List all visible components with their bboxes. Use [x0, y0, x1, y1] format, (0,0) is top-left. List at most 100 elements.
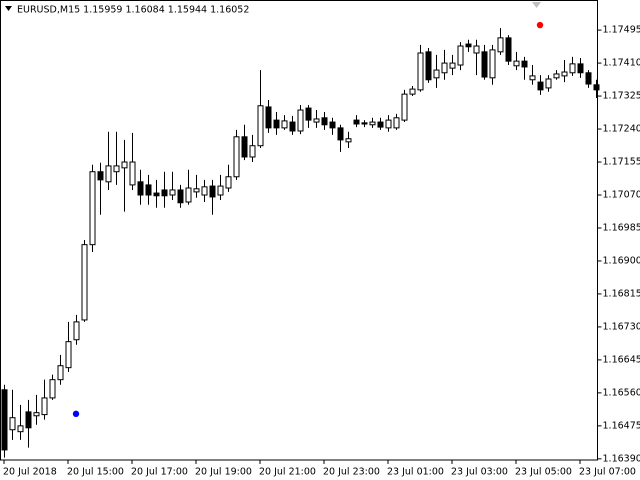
- candle-body: [521, 60, 528, 68]
- candle-body: [17, 425, 24, 433]
- signal-marker: [72, 410, 80, 418]
- candle-body: [193, 188, 200, 193]
- candle-body: [537, 81, 544, 91]
- y-tick-label: 1.16985: [603, 222, 640, 233]
- candle-body: [393, 117, 400, 129]
- plot-frame: [0, 0, 598, 461]
- y-tick-label: 1.16730: [603, 321, 640, 332]
- candle-body: [1, 389, 8, 451]
- x-tick-label: 20 Jul 15:00: [67, 467, 124, 478]
- x-tick-label: 23 Jul 01:00: [387, 467, 444, 478]
- y-tick-label: 1.16815: [603, 288, 640, 299]
- candle-body: [417, 52, 424, 91]
- y-tick-label: 1.16390: [603, 453, 640, 464]
- candle-body: [33, 412, 40, 417]
- candle-body: [585, 72, 592, 85]
- candle-body: [169, 189, 176, 196]
- candle-body: [49, 379, 56, 399]
- candle-body: [401, 93, 408, 121]
- candle-body: [217, 185, 224, 196]
- candle-body: [89, 171, 96, 246]
- candle-body: [177, 189, 184, 204]
- candle-body: [465, 43, 472, 48]
- candle-body: [257, 105, 264, 147]
- y-tick-label: 1.17325: [603, 91, 640, 102]
- candle-body: [297, 109, 304, 132]
- y-tick-label: 1.16560: [603, 387, 640, 398]
- x-tick-label: 23 Jul 07:00: [579, 467, 636, 478]
- candle-body: [561, 71, 568, 77]
- candle-body: [113, 165, 120, 173]
- candle-body: [377, 121, 384, 128]
- candle-body: [161, 189, 168, 197]
- candle-body: [337, 127, 344, 141]
- candle-body: [545, 78, 552, 89]
- candle-body: [25, 411, 32, 429]
- candle-body: [273, 119, 280, 129]
- candle-body: [209, 185, 216, 198]
- y-tick-label: 1.17240: [603, 124, 640, 135]
- candle-body: [265, 106, 272, 129]
- candle-body: [409, 88, 416, 95]
- candle-body: [137, 181, 144, 196]
- collapse-icon: [5, 6, 12, 11]
- candle-body: [353, 119, 360, 125]
- chart-title: EURUSD,M15 1.15959 1.16084 1.15944 1.160…: [17, 5, 249, 16]
- candle-body: [425, 51, 432, 81]
- candle-body: [577, 63, 584, 74]
- candle-body: [385, 119, 392, 129]
- candle-body: [153, 192, 160, 197]
- y-tick-label: 1.16645: [603, 354, 640, 365]
- candle-body: [241, 136, 248, 158]
- candle-body: [553, 73, 560, 79]
- candle-body: [361, 122, 368, 125]
- candle-body: [201, 186, 208, 196]
- y-tick-label: 1.17410: [603, 58, 640, 69]
- candle-body: [481, 51, 488, 78]
- candle-body: [65, 341, 72, 369]
- y-tick-label: 1.16475: [603, 420, 640, 431]
- candle-body: [505, 37, 512, 62]
- candle-body: [9, 417, 16, 431]
- candle-body: [513, 60, 520, 67]
- candle-body: [281, 120, 288, 129]
- candle-body: [569, 63, 576, 74]
- x-tick-label: 23 Jul 05:00: [515, 467, 572, 478]
- candle-body: [313, 118, 320, 123]
- candle-body: [489, 49, 496, 79]
- candle-body: [289, 121, 296, 132]
- candle-body: [529, 75, 536, 81]
- signal-marker: [536, 21, 544, 29]
- candle-body: [305, 107, 312, 121]
- candle-body: [97, 171, 104, 181]
- candle-body: [457, 45, 464, 66]
- x-tick-label: 23 Jul 03:00: [451, 467, 508, 478]
- y-tick-label: 1.16900: [603, 255, 640, 266]
- candle-body: [321, 117, 328, 126]
- candle-body: [441, 62, 448, 74]
- x-tick-label: 20 Jul 17:00: [131, 467, 188, 478]
- candle-body: [233, 136, 240, 178]
- candle-body: [369, 121, 376, 126]
- candle-body: [105, 165, 112, 183]
- y-tick-label: 1.17155: [603, 157, 640, 168]
- candle-body: [449, 62, 456, 69]
- x-tick-label: 20 Jul 21:00: [259, 467, 316, 478]
- candle-body: [73, 321, 80, 341]
- candle-body: [329, 121, 336, 129]
- candle-body: [121, 161, 128, 169]
- x-tick-label: 20 Jul 19:00: [195, 467, 252, 478]
- candle-body: [225, 176, 232, 189]
- candle-body: [185, 187, 192, 203]
- candle-body: [129, 161, 136, 186]
- candle-body: [57, 365, 64, 381]
- x-tick-label: 20 Jul 23:00: [323, 467, 380, 478]
- candle-body: [473, 45, 480, 54]
- y-tick-label: 1.17070: [603, 189, 640, 200]
- candle-body: [345, 138, 352, 143]
- x-tick-label: 20 Jul 2018: [3, 467, 57, 478]
- candle-body: [41, 397, 48, 416]
- candle-body: [145, 184, 152, 196]
